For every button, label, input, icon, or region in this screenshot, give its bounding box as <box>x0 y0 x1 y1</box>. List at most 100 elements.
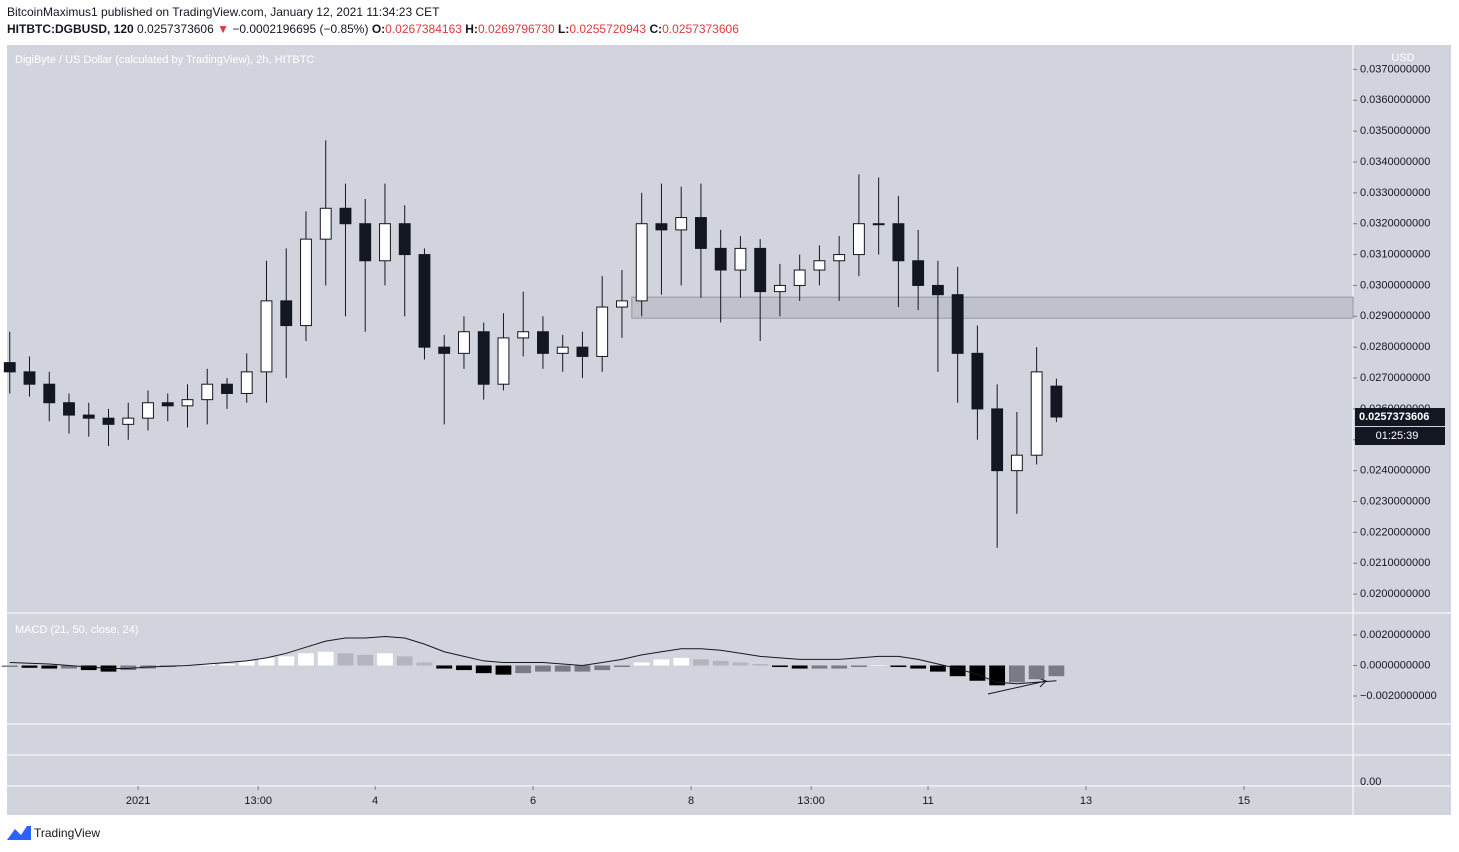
candle-body <box>458 331 470 354</box>
candle-body <box>537 331 549 354</box>
macd-histogram-bar <box>535 665 551 672</box>
macd-histogram-bar <box>831 665 848 669</box>
x-tick-label: 13:00 <box>244 795 272 807</box>
macd-histogram-bar <box>693 659 709 666</box>
close-label: C: <box>649 22 663 36</box>
macd-histogram-bar <box>21 665 38 668</box>
countdown: 01:25:39 <box>1376 430 1419 442</box>
y-tick-label: 0.0300000000 <box>1360 279 1430 291</box>
candle-body <box>991 408 1004 472</box>
x-tick-label: 15 <box>1238 795 1250 807</box>
candle-body <box>161 402 174 407</box>
symbol-line: HITBTC:DGBUSD, 120 0.0257373606 ▼ −0.000… <box>7 22 739 36</box>
macd-histogram-bar <box>41 665 58 669</box>
candle-body <box>655 223 668 231</box>
macd-histogram-bar <box>396 656 413 666</box>
macd-histogram-bar <box>752 663 769 666</box>
candle-body <box>734 247 747 271</box>
x-tick-label: 11 <box>922 795 933 807</box>
macd-histogram-bar <box>633 662 650 666</box>
macd-histogram-bar <box>317 651 334 666</box>
candle-body <box>695 217 707 249</box>
candle-body <box>852 223 865 256</box>
x-tick-label: 2021 <box>126 795 150 807</box>
macd-histogram-bar <box>732 662 749 666</box>
macd-histogram-bar <box>653 659 670 666</box>
candle-body <box>912 260 925 286</box>
macd-line <box>9 636 1057 685</box>
candle-body <box>1050 385 1063 418</box>
macd-histogram-bar <box>574 665 591 672</box>
candle-body <box>813 260 826 271</box>
candle-body <box>201 383 214 401</box>
change: −0.0002196695 (−0.85%) <box>232 22 369 36</box>
y-tick-label: 0.0340000000 <box>1360 156 1430 168</box>
candle-body <box>971 352 984 410</box>
chart-background <box>7 45 1451 815</box>
macd-histogram-bar <box>811 665 828 669</box>
candle-body <box>221 383 233 394</box>
y-tick-label: 0.0000000000 <box>1360 659 1430 671</box>
macd-histogram-bar <box>495 665 512 675</box>
y-tick-label: 0.0020000000 <box>1360 629 1430 641</box>
candle-body <box>1030 371 1043 456</box>
macd-histogram-bar <box>614 665 630 668</box>
high-label: H: <box>465 22 478 36</box>
symbol: HITBTC:DGBUSD, 120 <box>7 22 134 36</box>
x-tick-label: 8 <box>688 795 694 807</box>
candle-body <box>793 269 806 286</box>
macd-histogram-bar <box>1 665 18 668</box>
candle-body <box>3 362 16 373</box>
candle-body <box>477 331 490 385</box>
x-tick-label: 4 <box>372 795 378 807</box>
y-tick-label: 0.0320000000 <box>1360 218 1430 230</box>
candle-body <box>616 300 628 308</box>
candle-body <box>931 284 944 296</box>
candle-body <box>122 417 135 425</box>
candle-body <box>556 346 569 354</box>
x-tick-label: 6 <box>530 795 536 807</box>
resistance-zone <box>631 296 1354 319</box>
x-tick-label: 13 <box>1080 795 1092 807</box>
low-value: 0.0255720943 <box>569 22 647 36</box>
y-tick-label: 0.0280000000 <box>1360 341 1430 353</box>
macd-histogram-bar <box>337 653 354 666</box>
macd-histogram-bar <box>298 653 314 666</box>
candle-body <box>418 254 431 348</box>
candle-body <box>872 223 885 226</box>
low-label: L: <box>558 22 570 36</box>
macd-histogram-bar <box>258 657 275 666</box>
macd-histogram-bar <box>199 663 216 666</box>
macd-histogram-bar <box>1008 665 1025 683</box>
macd-histogram-bar <box>910 665 927 669</box>
y-tick-label: 0.0370000000 <box>1360 63 1430 75</box>
close-value: 0.0257373606 <box>662 22 739 36</box>
candle-body <box>635 223 648 302</box>
macd-histogram-bar <box>1048 665 1065 677</box>
macd-histogram-bar <box>61 665 77 669</box>
axis-label: USD <box>1391 52 1414 64</box>
y-tick-label: 0.0360000000 <box>1360 94 1430 106</box>
candle-body <box>951 294 964 354</box>
countdown-badge <box>1355 427 1445 446</box>
candle-body <box>339 207 352 225</box>
change-arrow: ▼ <box>217 22 230 36</box>
macd-histogram-bar <box>712 660 729 666</box>
candle-body <box>675 217 688 231</box>
candle-body <box>359 223 372 262</box>
open-label: O: <box>371 22 386 36</box>
y-tick-label: 0.0310000000 <box>1360 248 1430 260</box>
y-tick-label: 0.0230000000 <box>1360 495 1430 507</box>
candle-body <box>773 284 786 293</box>
macd-title: MACD (21, 50, close, 24) <box>15 624 139 636</box>
x-tick-label: 13:00 <box>797 795 825 807</box>
macd-histogram-bar <box>930 665 946 672</box>
candle-body <box>379 223 391 262</box>
candle-body <box>754 247 767 293</box>
brand: TradingView <box>34 826 100 840</box>
y-tick-label: 0.0220000000 <box>1360 526 1430 538</box>
candle-body <box>596 306 609 357</box>
macd-histogram-bar <box>515 665 532 674</box>
macd-histogram-bar <box>416 662 433 666</box>
candle-body <box>43 383 56 404</box>
